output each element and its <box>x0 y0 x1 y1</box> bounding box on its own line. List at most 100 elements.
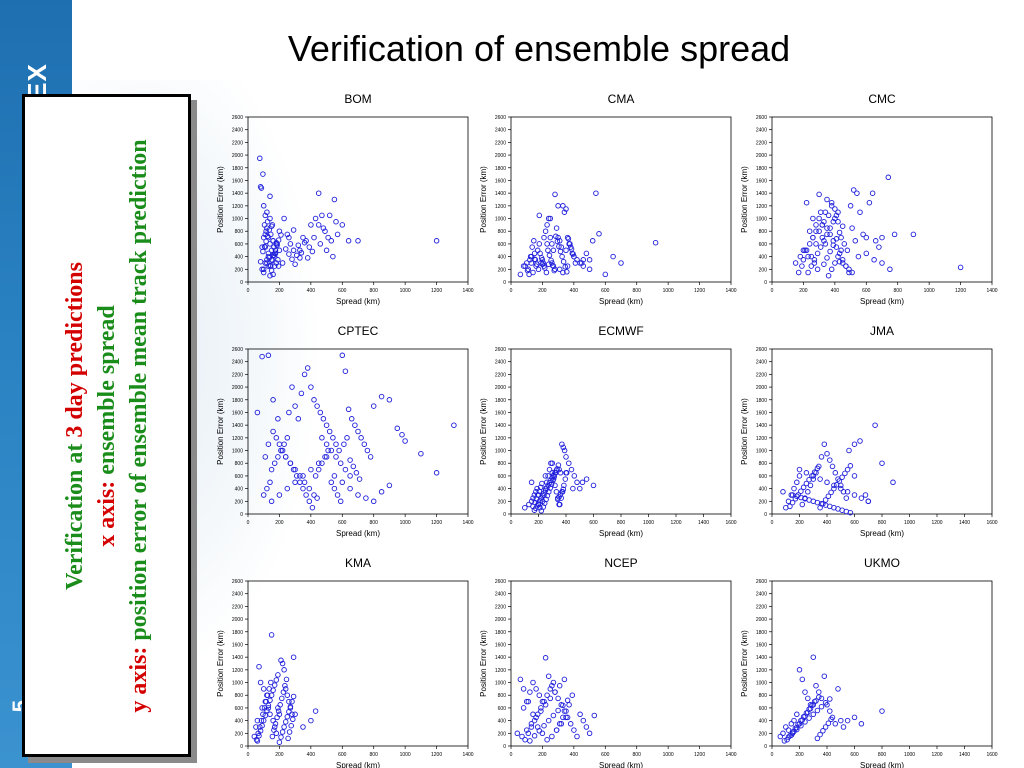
data-point <box>547 215 554 222</box>
y-tick-label: 1000 <box>495 217 506 223</box>
y-tick-label: 2400 <box>495 360 506 366</box>
data-point <box>851 492 858 498</box>
data-point <box>814 465 821 472</box>
data-point <box>264 707 270 714</box>
y-tick-label: 2200 <box>756 604 767 610</box>
y-tick-label: 2400 <box>232 360 243 366</box>
data-point <box>279 695 285 702</box>
data-point <box>555 203 561 209</box>
data-point <box>271 460 278 466</box>
data-point <box>539 698 546 705</box>
data-point <box>378 489 385 495</box>
data-point <box>260 686 267 692</box>
data-point <box>278 734 284 740</box>
data-point <box>553 467 560 473</box>
data-point <box>805 269 811 276</box>
x-tick-label: 800 <box>633 288 642 294</box>
x-axis-label: Spread (km) <box>336 529 380 538</box>
data-point <box>828 203 835 209</box>
data-point <box>303 492 309 498</box>
data-point <box>571 727 577 733</box>
data-point <box>278 657 284 664</box>
plot-frame-ukmo <box>771 580 993 747</box>
data-point <box>542 655 549 661</box>
data-point <box>544 736 550 743</box>
data-point <box>552 470 558 476</box>
data-point <box>816 228 822 234</box>
y-tick-label: 1200 <box>232 436 243 442</box>
data-point <box>810 234 816 241</box>
y-tick-label: 2600 <box>232 115 243 121</box>
y-axis-label: Position Error (km) <box>740 166 749 233</box>
x-tick-label: 0 <box>510 752 513 758</box>
data-point <box>827 696 833 702</box>
data-point <box>846 266 852 273</box>
data-point <box>610 253 616 260</box>
data-point <box>840 489 847 495</box>
data-point <box>580 257 587 263</box>
data-point <box>260 203 267 209</box>
data-point <box>550 247 557 254</box>
data-point <box>315 460 322 466</box>
data-point <box>810 215 816 222</box>
data-point <box>367 454 374 460</box>
data-point <box>298 250 305 256</box>
data-point <box>275 454 281 460</box>
data-point <box>285 735 291 742</box>
y-tick-label: 1800 <box>232 398 243 404</box>
data-point <box>308 717 314 724</box>
data-point <box>879 234 885 241</box>
data-point <box>539 480 545 487</box>
y-tick-label: 1200 <box>232 204 243 210</box>
data-point <box>810 711 817 718</box>
y-tick-label: 0 <box>503 512 506 518</box>
page-title: Verification of ensemble spread <box>287 28 791 69</box>
x-tick-label: 0 <box>771 752 774 758</box>
data-point <box>879 708 885 714</box>
data-point <box>260 717 267 724</box>
data-point <box>821 261 827 267</box>
data-point <box>314 495 320 501</box>
data-point <box>537 250 543 257</box>
data-point <box>399 431 405 438</box>
y-tick-label: 2200 <box>495 604 506 610</box>
data-point <box>309 504 316 511</box>
data-point <box>816 694 822 700</box>
data-point <box>830 242 837 248</box>
data-point <box>280 689 287 695</box>
data-point <box>838 717 844 724</box>
data-point <box>326 428 333 435</box>
x-tick-label: 1400 <box>698 520 709 526</box>
data-point <box>589 238 596 244</box>
data-point <box>293 473 300 479</box>
data-point <box>577 711 583 718</box>
data-point <box>844 466 851 473</box>
y-tick-label: 1600 <box>495 410 506 416</box>
data-point <box>802 247 808 254</box>
y-tick-label: 800 <box>759 229 768 235</box>
data-point <box>526 271 532 278</box>
data-point <box>331 485 338 492</box>
data-point <box>293 252 300 259</box>
data-point <box>254 409 261 416</box>
data-point <box>806 228 813 234</box>
data-point <box>533 686 539 692</box>
data-point <box>563 454 569 460</box>
y-tick-label: 2400 <box>495 128 506 134</box>
data-point <box>263 228 269 234</box>
data-point <box>800 247 807 254</box>
data-point <box>836 229 843 236</box>
data-point <box>822 241 829 247</box>
x-tick-label: 200 <box>538 752 547 758</box>
data-point <box>278 232 284 238</box>
data-point <box>556 266 563 273</box>
y-tick-label: 1600 <box>232 410 243 416</box>
y-tick-label: 2600 <box>495 579 506 585</box>
chart-panel-ukmo: UKMO 0 200 400 600 800 1000 1200 1400 1600 1800 200… <box>740 556 998 768</box>
y-tick-label: 2000 <box>756 153 767 159</box>
plot-frame-kma <box>247 580 469 747</box>
data-point <box>394 425 401 432</box>
data-point <box>564 263 571 269</box>
data-point <box>287 703 294 710</box>
data-point <box>306 244 313 250</box>
